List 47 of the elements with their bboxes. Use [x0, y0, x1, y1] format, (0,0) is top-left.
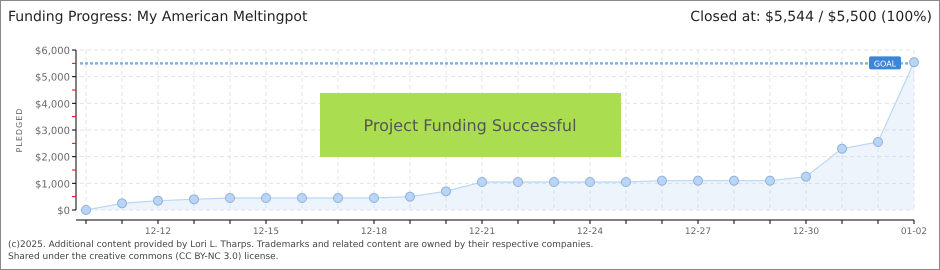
point [441, 186, 451, 196]
text: Shared under the creative commons (CC BY-NC 3.0) license. [8, 252, 279, 262]
x-tick-label: 12-27 [684, 227, 712, 237]
x-tick-label: 12-18 [360, 227, 388, 237]
ref-line-label: GOAL [874, 59, 897, 68]
y-tick-label: $1,000 [35, 179, 70, 190]
point [189, 194, 199, 204]
y-tick-label: $6,000 [35, 46, 70, 57]
point [153, 196, 163, 206]
point [117, 198, 127, 208]
x-tick-label: 12-21 [468, 227, 496, 237]
point [333, 193, 343, 203]
point [261, 193, 271, 203]
point [369, 193, 379, 203]
y-tick-label: $2,000 [35, 152, 70, 164]
text: (c)2025. Additional content provided by Lori L. Tharps. Trademarks and related content are owned by their respective companies. [8, 240, 594, 250]
point [873, 137, 883, 147]
chart-title: Funding Progress: My American Meltingpot [8, 9, 308, 25]
point [513, 177, 523, 187]
x-tick-label: 12-12 [144, 227, 172, 237]
y-tick-label: $4,000 [35, 99, 70, 110]
point [909, 57, 919, 68]
point [297, 193, 307, 203]
annotation: Project Funding Successful [363, 116, 577, 135]
banner: Project Funding Successful [320, 93, 621, 157]
point [405, 192, 415, 202]
point [225, 193, 235, 203]
x-tick-label: 12-30 [792, 227, 820, 237]
x-tick-label: 01-02 [900, 227, 928, 237]
point [621, 177, 631, 187]
point [837, 144, 847, 154]
point [729, 176, 739, 186]
chart-subtitle: Closed at: $5,544 / $5,500 (100%) [690, 9, 932, 25]
y-tick-label: $0 [57, 206, 70, 217]
point [477, 177, 487, 187]
point [549, 177, 559, 187]
x-tick-label: 12-24 [576, 227, 604, 237]
y-axis-title: PLEDGED [15, 108, 24, 152]
y-tick-label: $3,000 [35, 126, 70, 137]
point [693, 176, 703, 186]
x-tick-label: 12-15 [252, 227, 280, 237]
y-tick-label: $5,000 [35, 72, 70, 84]
point [585, 177, 595, 187]
point [81, 205, 91, 215]
point [801, 172, 811, 182]
point [657, 176, 667, 186]
point [765, 176, 775, 186]
